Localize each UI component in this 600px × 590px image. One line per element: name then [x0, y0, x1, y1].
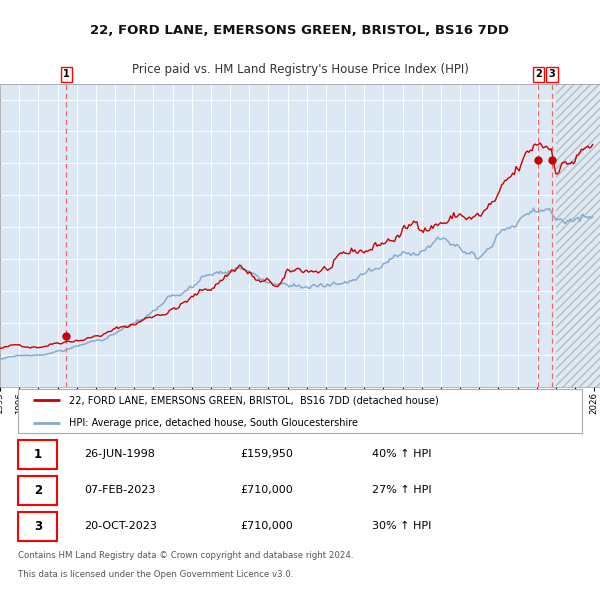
- Text: Contains HM Land Registry data © Crown copyright and database right 2024.: Contains HM Land Registry data © Crown c…: [18, 550, 353, 559]
- Text: 22, FORD LANE, EMERSONS GREEN, BRISTOL, BS16 7DD: 22, FORD LANE, EMERSONS GREEN, BRISTOL, …: [91, 24, 509, 37]
- Text: This data is licensed under the Open Government Licence v3.0.: This data is licensed under the Open Gov…: [18, 571, 293, 579]
- Text: £159,950: £159,950: [240, 449, 293, 459]
- Text: £710,000: £710,000: [240, 485, 293, 495]
- Text: 3: 3: [548, 70, 555, 80]
- Bar: [556, 84, 600, 386]
- Text: 27% ↑ HPI: 27% ↑ HPI: [372, 485, 431, 495]
- Text: 40% ↑ HPI: 40% ↑ HPI: [372, 449, 431, 459]
- Text: 1: 1: [34, 448, 42, 461]
- Text: £710,000: £710,000: [240, 522, 293, 532]
- FancyBboxPatch shape: [18, 476, 57, 504]
- Text: HPI: Average price, detached house, South Gloucestershire: HPI: Average price, detached house, Sout…: [69, 418, 358, 428]
- Text: 26-JUN-1998: 26-JUN-1998: [84, 449, 155, 459]
- Text: 2: 2: [535, 70, 542, 80]
- FancyBboxPatch shape: [18, 389, 582, 434]
- Text: 30% ↑ HPI: 30% ↑ HPI: [372, 522, 431, 532]
- FancyBboxPatch shape: [18, 512, 57, 541]
- Text: 2: 2: [34, 484, 42, 497]
- FancyBboxPatch shape: [18, 440, 57, 468]
- Text: 3: 3: [34, 520, 42, 533]
- Text: 22, FORD LANE, EMERSONS GREEN, BRISTOL,  BS16 7DD (detached house): 22, FORD LANE, EMERSONS GREEN, BRISTOL, …: [69, 395, 439, 405]
- Text: 20-OCT-2023: 20-OCT-2023: [84, 522, 157, 532]
- Text: 1: 1: [63, 70, 70, 80]
- Text: Price paid vs. HM Land Registry's House Price Index (HPI): Price paid vs. HM Land Registry's House …: [131, 63, 469, 76]
- Text: 07-FEB-2023: 07-FEB-2023: [84, 485, 155, 495]
